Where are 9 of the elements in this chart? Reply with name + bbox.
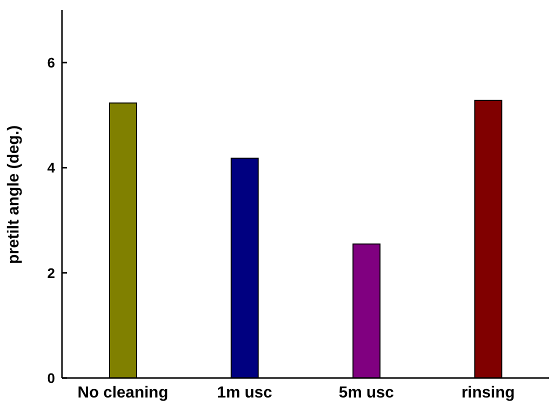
y-axis-title: pretilt angle (deg.): [6, 125, 23, 264]
y-tick-label: 6: [47, 54, 56, 71]
y-tick-label: 0: [47, 370, 56, 386]
y-tick-label: 2: [47, 264, 56, 281]
x-tick-label: No cleaning: [78, 384, 168, 402]
x-tick-label: rinsing: [461, 384, 515, 402]
y-tick-label: 4: [47, 160, 56, 176]
x-tick-label: 5m usc: [338, 384, 394, 402]
x-tick-label: 1m usc: [217, 384, 272, 402]
